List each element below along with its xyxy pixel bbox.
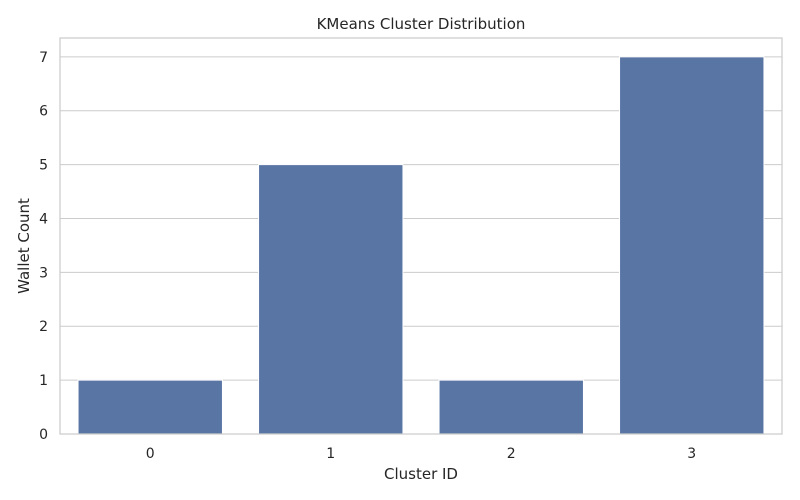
bars	[77, 56, 765, 435]
y-axis-ticks: 0 1 2 3 4 5 6 7	[39, 50, 48, 443]
x-tick-label: 1	[326, 446, 335, 462]
y-tick-label: 5	[39, 158, 48, 174]
y-tick-label: 2	[39, 319, 48, 335]
bar-cluster-3	[619, 56, 765, 435]
bar-cluster-0	[77, 379, 223, 435]
y-tick-label: 0	[39, 427, 48, 443]
x-tick-label: 3	[687, 446, 696, 462]
bar-cluster-1	[258, 164, 404, 435]
y-tick-label: 6	[39, 104, 48, 120]
x-axis-label: Cluster ID	[384, 465, 458, 483]
x-tick-label: 0	[146, 446, 155, 462]
plot-frame	[59, 37, 783, 435]
y-tick-label: 1	[39, 373, 48, 389]
x-tick-label: 2	[507, 446, 516, 462]
y-tick-label: 3	[39, 265, 48, 281]
y-tick-label: 4	[39, 211, 48, 227]
y-axis-label: Wallet Count	[15, 198, 33, 294]
chart-title: KMeans Cluster Distribution	[317, 15, 526, 33]
x-axis-ticks: 0 1 2 3	[146, 446, 696, 462]
bar-cluster-2	[438, 379, 584, 435]
y-tick-label: 7	[39, 50, 48, 66]
